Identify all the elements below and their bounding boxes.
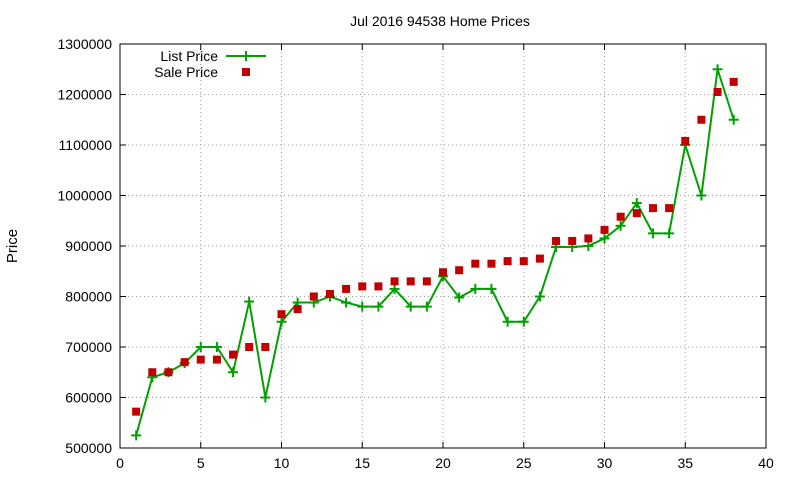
legend-plus-marker [241, 51, 251, 61]
list-price-point [647, 228, 658, 239]
x-tick-label: 40 [758, 455, 774, 471]
list-price-point [486, 283, 497, 294]
sale-price-point [552, 236, 561, 245]
list-price-point [357, 301, 368, 312]
sale-price-point [342, 284, 351, 293]
sale-price-point [245, 343, 254, 351]
list-price-point [211, 342, 222, 352]
list-price-point [583, 241, 594, 251]
sale-price-point [390, 277, 399, 286]
list-price-point [373, 301, 384, 312]
list-price-point [389, 283, 400, 294]
x-tick-label: 10 [274, 455, 290, 471]
list-price-point [341, 297, 352, 308]
list-price-point [405, 301, 416, 312]
list-price-point [631, 198, 642, 209]
plot-area-border [119, 43, 767, 449]
sale-price-point [632, 209, 641, 218]
legend-label: Sale Price [154, 64, 218, 80]
y-tick-label: 500000 [65, 440, 112, 456]
y-tick-label: 1200000 [57, 87, 112, 103]
sale-price-point [358, 282, 367, 291]
list-price-point [696, 190, 707, 201]
sale-price-point [132, 407, 141, 416]
list-price-point [728, 114, 739, 125]
sale-price-point [697, 115, 706, 124]
sale-price-point [665, 204, 674, 213]
sale-price-point [455, 266, 464, 275]
list-price-point [518, 316, 529, 327]
sale-price-point [277, 310, 286, 319]
x-tick-label: 25 [516, 455, 532, 471]
y-tick-label: 1100000 [59, 137, 113, 153]
y-axis-title: Price [4, 229, 21, 263]
legend-square-marker [242, 68, 250, 76]
sale-price-point [568, 236, 577, 245]
series-0 [131, 64, 739, 441]
sale-price-point [164, 368, 173, 377]
sale-price-point [422, 277, 431, 286]
sale-price-point [471, 259, 480, 268]
list-price-point [276, 316, 287, 327]
y-tick-label: 1300000 [57, 36, 112, 52]
x-tick-label: 5 [197, 455, 205, 471]
sale-price-point [681, 136, 690, 145]
list-price-point [502, 316, 513, 327]
sale-price-point [600, 225, 609, 234]
sale-price-point [374, 282, 383, 291]
sale-price-point [293, 305, 302, 314]
sale-price-point [713, 87, 722, 96]
sale-price-point [196, 355, 205, 364]
list-price-point [534, 291, 545, 302]
sale-price-point [212, 355, 221, 364]
list-price-point [599, 233, 610, 244]
list-price-point [421, 301, 432, 312]
list-price-point [470, 283, 481, 294]
sale-price-point [261, 343, 270, 351]
sale-price-point [584, 234, 593, 243]
sale-price-point [616, 212, 625, 221]
y-tick-label: 1000000 [57, 188, 112, 204]
sale-price-point [487, 259, 496, 268]
x-tick-label: 20 [435, 455, 451, 471]
x-tick-label: 35 [677, 455, 693, 471]
legend-label: List Price [160, 48, 218, 64]
series-1 [132, 77, 738, 416]
list-price-point [664, 228, 675, 239]
grid-lines [120, 44, 766, 448]
tick-labels: 0 5 10 15 20 25 30 35 40 500000 600000 700000 800000… [57, 36, 774, 471]
x-tick-label: 0 [116, 455, 124, 471]
sale-price-point [503, 257, 512, 266]
y-tick-label: 800000 [65, 289, 112, 305]
sale-price-point [180, 358, 189, 367]
series-layer [131, 64, 739, 441]
sale-price-point [325, 289, 334, 298]
list-price-point [228, 367, 239, 378]
y-tick-label: 600000 [65, 390, 112, 406]
sale-price-point [229, 350, 238, 359]
sale-price-point [729, 77, 738, 86]
sale-price-point [519, 257, 528, 266]
y-tick-label: 900000 [65, 238, 112, 254]
chart-title: Jul 2016 94538 Home Prices [350, 13, 530, 29]
list-price-point [244, 296, 255, 307]
sale-price-point [309, 292, 318, 301]
sale-price-point [535, 254, 544, 263]
list-price-point [260, 392, 271, 403]
list-price-point [195, 342, 206, 352]
sale-price-point [439, 268, 447, 277]
list-price-point [615, 220, 626, 231]
sale-price-point [148, 368, 157, 377]
x-tick-label: 15 [354, 455, 370, 471]
list-price-point [131, 430, 142, 441]
list-price-line [135, 68, 735, 436]
list-price-point [712, 64, 723, 75]
x-tick-label: 30 [597, 455, 613, 471]
list-price-point [454, 292, 465, 303]
sale-price-point [648, 204, 657, 213]
sale-price-point [406, 277, 415, 286]
y-tick-label: 700000 [65, 339, 112, 355]
